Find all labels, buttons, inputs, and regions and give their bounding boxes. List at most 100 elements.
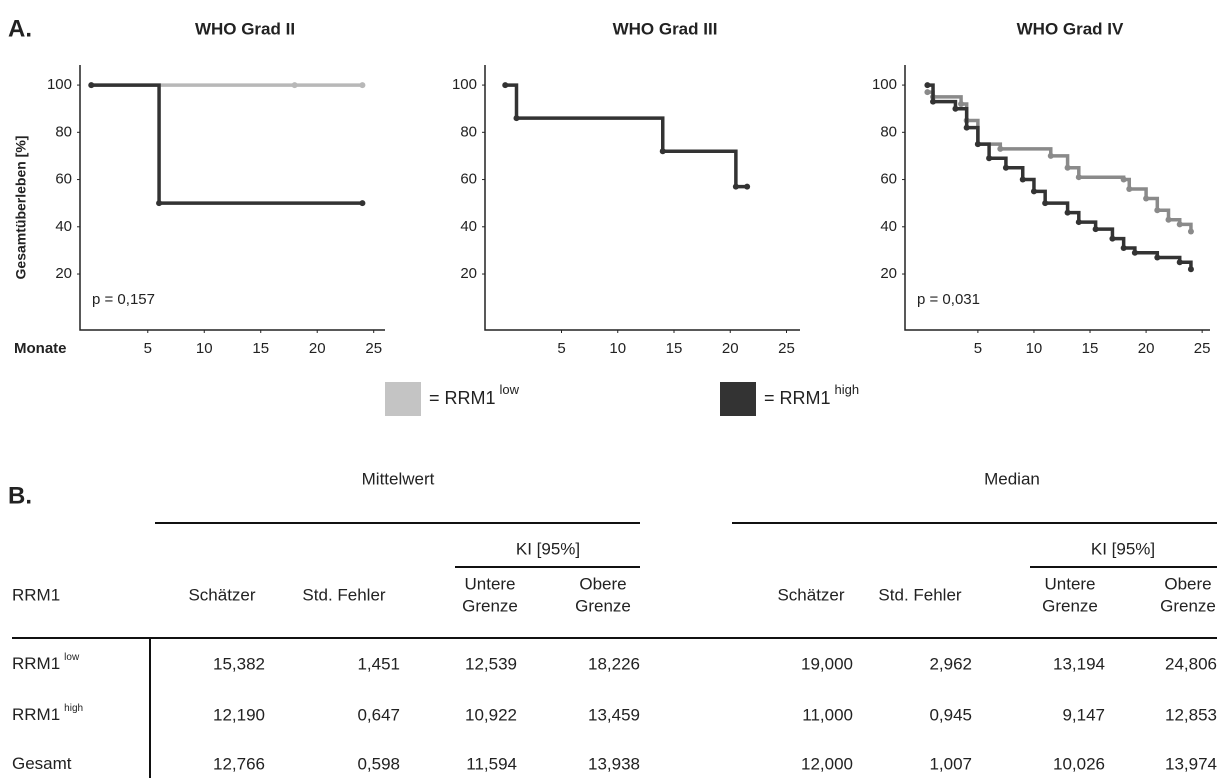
axis-line	[79, 65, 385, 331]
panel-label: A.	[8, 15, 32, 42]
column-header: Schätzer	[777, 585, 844, 604]
y-tick-label: 60	[55, 171, 72, 188]
y-tick-label: 80	[55, 123, 72, 140]
column-header: Grenze	[462, 596, 518, 615]
censor-mark	[1154, 254, 1161, 261]
legend-swatch	[720, 382, 756, 416]
censor-mark	[930, 98, 937, 105]
column-header: Std. Fehler	[302, 585, 385, 604]
y-tick-label: 100	[452, 76, 477, 93]
censor-mark	[1030, 188, 1037, 195]
survival-curve	[927, 83, 1193, 270]
censor-mark	[963, 124, 970, 131]
censor-mark	[1187, 266, 1194, 273]
x-tick-label: 5	[974, 340, 982, 357]
y-tick-label: 40	[55, 218, 72, 235]
y-tick-label: 100	[872, 76, 897, 93]
y-tick-label: 40	[460, 218, 477, 235]
censor-mark	[1126, 185, 1133, 192]
censor-mark	[1047, 152, 1054, 159]
cell: 10,922	[465, 705, 517, 724]
x-tick-label: 20	[1138, 340, 1155, 357]
censor-mark	[924, 82, 931, 89]
censor-mark	[88, 82, 95, 89]
cell: 12,853	[1165, 705, 1217, 724]
legend-label-text: = RRM1	[429, 388, 496, 408]
legend-label-sup: high	[835, 382, 860, 397]
x-tick-label: 25	[1194, 340, 1211, 357]
x-tick-label: 10	[609, 340, 626, 357]
censor-mark	[974, 141, 981, 148]
censor-mark	[1176, 259, 1183, 266]
censor-mark	[732, 183, 739, 190]
survival-curve	[927, 90, 1193, 232]
censor-mark	[502, 82, 509, 89]
x-tick-label: 25	[778, 340, 795, 357]
censor-mark	[986, 155, 993, 162]
y-tick-label: 20	[55, 265, 72, 282]
censor-mark	[1120, 245, 1127, 252]
cell: 12,539	[465, 654, 517, 673]
column-header: RRM1	[12, 585, 60, 604]
row-label: RRM1 high	[12, 703, 83, 725]
y-tick-label: 60	[460, 171, 477, 188]
censor-mark	[1187, 228, 1194, 235]
column-header: Obere	[579, 574, 626, 593]
censor-mark	[744, 183, 751, 190]
censor-mark	[1143, 195, 1150, 202]
chart-title: WHO Grad IV	[1017, 19, 1124, 38]
censor-mark	[659, 148, 666, 155]
censor-mark	[1019, 176, 1026, 183]
p-value: p = 0,157	[92, 291, 155, 308]
cell: 12,000	[801, 754, 853, 773]
x-tick-label: 20	[722, 340, 739, 357]
row-label: Gesamt	[12, 754, 72, 773]
column-header: Grenze	[575, 596, 631, 615]
legend-swatch	[385, 382, 421, 416]
cell: 0,647	[357, 705, 400, 724]
axis-line	[904, 65, 1210, 331]
column-header: Untere	[464, 574, 515, 593]
group-header: Mittelwert	[362, 469, 435, 488]
censor-mark	[1120, 176, 1127, 183]
x-axis-label: Monate	[14, 340, 67, 357]
x-tick-label: 15	[666, 340, 683, 357]
column-header: Schätzer	[188, 585, 255, 604]
censor-mark	[1064, 209, 1071, 216]
group-header: Median	[984, 469, 1040, 488]
survival-curve	[505, 83, 748, 189]
column-header: Grenze	[1042, 596, 1098, 615]
ci-header: KI [95%]	[1091, 539, 1155, 558]
censor-mark	[1165, 216, 1172, 223]
censor-mark	[1075, 174, 1082, 181]
censor-mark	[1042, 200, 1049, 207]
cell: 0,945	[929, 705, 972, 724]
cell: 0,598	[357, 754, 400, 773]
x-tick-label: 25	[365, 340, 382, 357]
cell: 13,194	[1053, 654, 1105, 673]
censor-mark	[952, 105, 959, 112]
censor-mark	[291, 82, 298, 89]
y-tick-label: 80	[880, 123, 897, 140]
censor-mark	[1002, 164, 1009, 171]
chart-title: WHO Grad II	[195, 19, 295, 38]
cell: 1,007	[929, 754, 972, 773]
censor-mark	[1092, 226, 1099, 233]
column-header: Obere	[1164, 574, 1211, 593]
censor-mark	[958, 100, 965, 107]
row-label-sup: low	[64, 652, 80, 663]
y-tick-label: 40	[880, 218, 897, 235]
cell: 13,459	[588, 705, 640, 724]
cell: 10,026	[1053, 754, 1105, 773]
cell: 15,382	[213, 654, 265, 673]
y-axis-label: Gesamtüberleben [%]	[13, 136, 29, 280]
cell: 9,147	[1062, 705, 1105, 724]
x-tick-label: 15	[252, 340, 269, 357]
censor-mark	[156, 200, 163, 207]
axis-line	[484, 65, 800, 331]
row-label: RRM1 low	[12, 652, 80, 674]
x-tick-label: 20	[309, 340, 326, 357]
y-tick-label: 60	[880, 171, 897, 188]
cell: 18,226	[588, 654, 640, 673]
